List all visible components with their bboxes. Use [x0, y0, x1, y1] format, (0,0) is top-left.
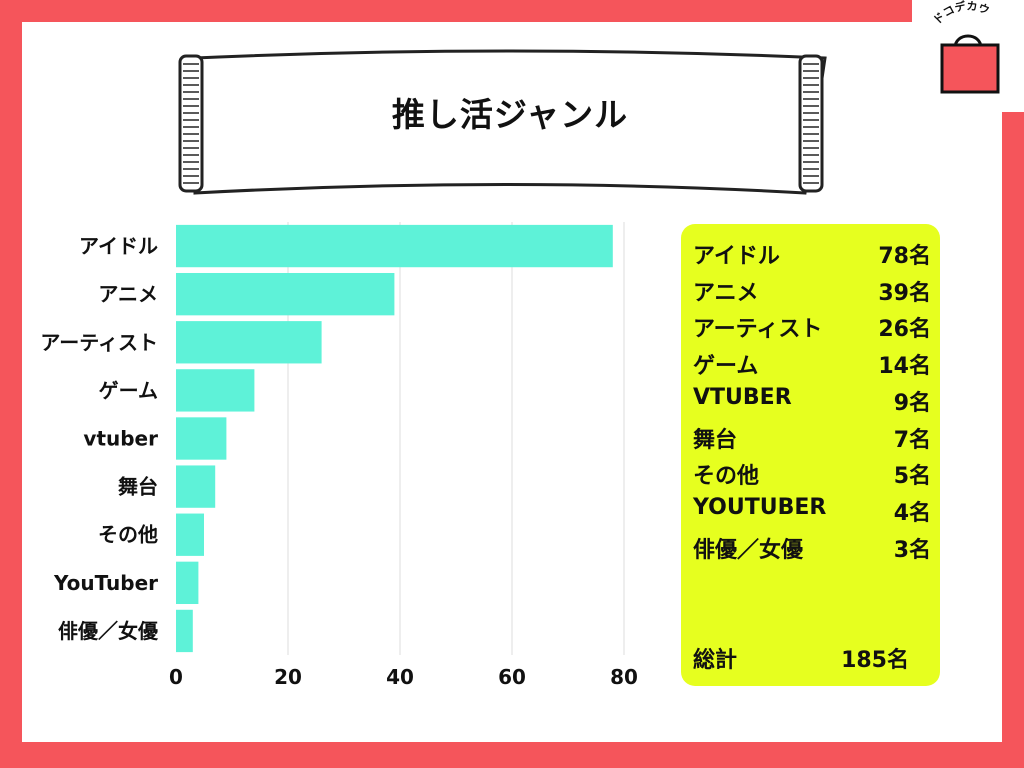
bar	[176, 417, 227, 460]
summary-row-count: 39名	[878, 280, 931, 306]
summary-row: アーティスト 26名	[693, 311, 931, 343]
summary-row-count: 26名	[878, 317, 931, 343]
x-tick-label: 40	[386, 665, 414, 689]
summary-row-count: 5名	[893, 464, 931, 490]
summary-row: 俳優／女優 3名	[693, 532, 931, 563]
summary-row-name: ゲーム	[693, 354, 759, 380]
category-label: その他	[98, 523, 158, 547]
summary-row-name: アニメ	[693, 280, 759, 306]
bar	[176, 272, 395, 316]
category-label: YouTuber	[53, 571, 158, 595]
summary-row-count: 78名	[878, 244, 931, 269]
x-tick-label: 80	[610, 665, 638, 689]
summary-row-name: 俳優／女優	[693, 537, 804, 563]
category-label: ゲーム	[99, 378, 158, 402]
summary-row-count: 9名	[893, 390, 931, 416]
category-label: アーティスト	[40, 330, 158, 354]
summary-row-name: アーティスト	[693, 317, 823, 343]
summary-row-name: VTUBER	[693, 384, 792, 410]
bar	[176, 561, 199, 605]
summary-row: アニメ 39名	[693, 275, 931, 306]
summary-total-value: 185名	[841, 648, 909, 673]
x-tick-label: 60	[498, 665, 526, 689]
title-banner	[178, 49, 827, 195]
summary-row: YOUTUBER 4名	[693, 494, 931, 526]
summary-row-name: アイドル	[693, 244, 780, 269]
summary-row: その他 5名	[693, 458, 931, 490]
brand-logo: ドコデカウ	[912, 0, 1024, 112]
bar	[176, 321, 322, 364]
summary-row-name: YOUTUBER	[693, 494, 827, 520]
summary-row: ゲーム 14名	[693, 348, 931, 380]
summary-row-name: その他	[693, 464, 760, 490]
summary-row-name: 舞台	[693, 427, 738, 453]
summary-row-count: 14名	[878, 354, 931, 380]
summary-row-count: 4名	[893, 500, 931, 526]
category-label: 舞台	[118, 475, 158, 499]
category-label: アニメ	[98, 282, 158, 306]
shopping-bag-icon	[940, 34, 1000, 94]
summary-total-row: 総計 185名	[693, 642, 931, 673]
page-title: 推し活ジャンル	[391, 95, 629, 134]
x-tick-label: 0	[169, 665, 183, 689]
summary-row: アイドル 78名	[693, 238, 931, 269]
bar	[176, 465, 216, 508]
category-label: 俳優／女優	[58, 619, 159, 643]
category-label: vtuber	[83, 427, 158, 451]
summary-row-count: 7名	[893, 427, 931, 453]
summary-panel: アイドル 78名アニメ 39名アーティスト 26名ゲーム 14名 VTUBER 9名舞台 7名…	[681, 224, 940, 686]
scroll-right-end	[798, 54, 824, 193]
bar	[176, 369, 255, 412]
x-tick-label: 20	[274, 665, 302, 689]
category-label: アイドル	[79, 234, 158, 258]
scroll-left-end	[178, 54, 204, 193]
summary-total-label: 総計	[693, 648, 738, 673]
summary-row: 舞台 7名	[693, 422, 931, 453]
summary-row: VTUBER 9名	[693, 384, 931, 416]
summary-row-count: 3名	[893, 537, 931, 563]
bar	[176, 513, 204, 556]
bar	[176, 609, 193, 653]
bar	[176, 224, 613, 268]
